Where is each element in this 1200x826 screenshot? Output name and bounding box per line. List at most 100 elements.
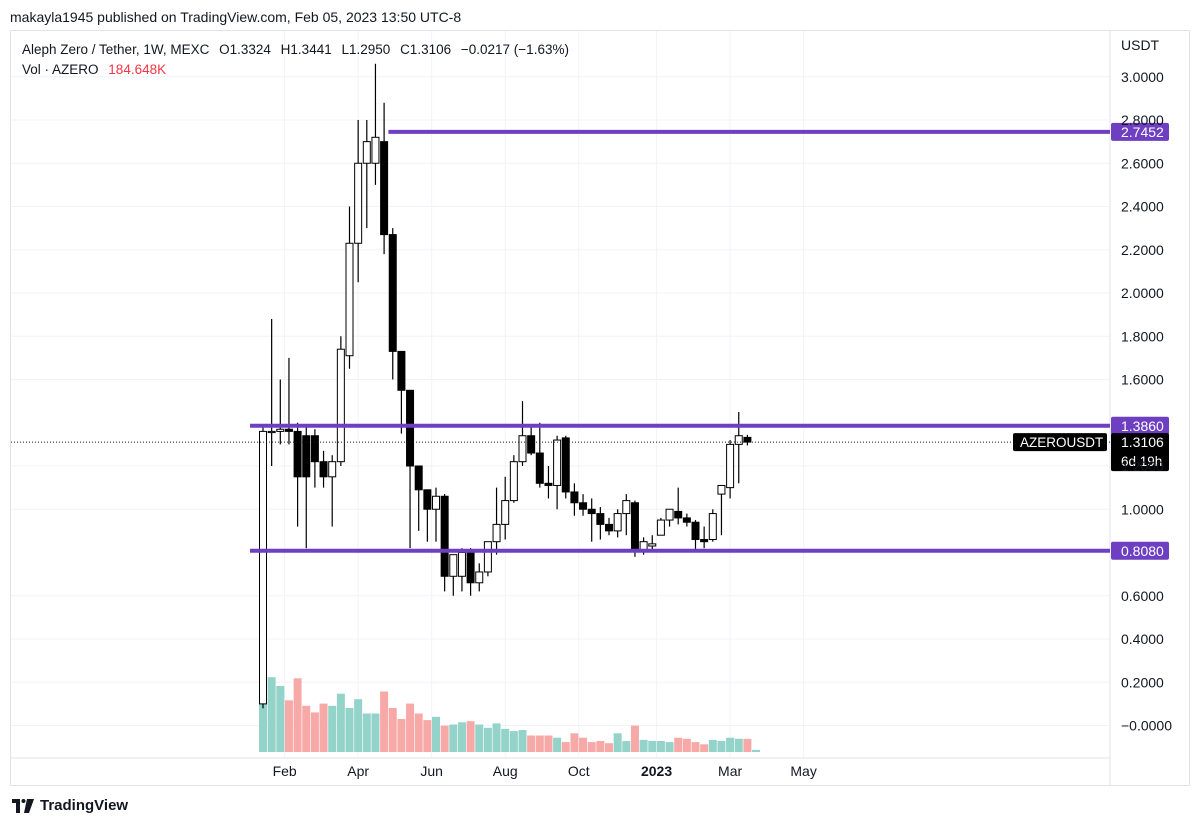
volume-bar xyxy=(328,705,337,752)
volume-bar xyxy=(371,713,380,752)
volume-bar xyxy=(527,735,536,752)
volume-bar xyxy=(561,742,570,752)
volume-bar xyxy=(535,735,544,752)
chart-legend: Aleph Zero / Tether, 1W, MEXC O1.3324 H1… xyxy=(22,40,575,80)
volume-bar xyxy=(605,743,613,752)
volume-bar xyxy=(717,741,726,752)
candle-body xyxy=(518,435,527,463)
last-price-label: 1.3106 xyxy=(1121,434,1164,450)
candle-body xyxy=(501,500,510,525)
candle-body xyxy=(682,517,691,523)
grid-lines xyxy=(11,31,1111,785)
price-axis-title: USDT xyxy=(1121,37,1160,53)
candle-body xyxy=(354,162,363,244)
price-tick-label: 1.2000 xyxy=(1121,458,1164,474)
volume-bar xyxy=(700,744,709,752)
volume-bar xyxy=(656,741,665,752)
volume-bar xyxy=(708,739,717,752)
candle-body xyxy=(483,541,492,573)
legend-low: L1.2950 xyxy=(341,42,391,57)
candle-body xyxy=(328,461,337,478)
candle-body xyxy=(691,521,700,541)
volume-bar xyxy=(336,693,345,752)
volume-bar xyxy=(587,742,596,752)
candle-body xyxy=(587,508,596,515)
legend-symbol: Aleph Zero / Tether, 1W, MEXC xyxy=(22,42,210,57)
price-tick-label: 1.6000 xyxy=(1121,372,1164,388)
candle-body xyxy=(388,234,397,352)
candle-body xyxy=(648,543,657,547)
symbol-tag: AZEROUSDT xyxy=(1020,435,1103,450)
time-tick-label: May xyxy=(790,763,816,779)
legend-volume-label: Vol · AZERO xyxy=(22,62,99,77)
candle-body xyxy=(319,461,328,478)
candle-body xyxy=(336,348,345,463)
volume-bar xyxy=(518,730,527,752)
volume-bar xyxy=(457,722,466,752)
volume-bar xyxy=(388,708,397,752)
volume-bar xyxy=(440,725,449,752)
candle-body xyxy=(622,500,631,515)
volume-bar xyxy=(414,713,423,752)
level-label-box xyxy=(1111,416,1169,435)
volume-bar xyxy=(639,739,648,752)
time-tick-label: Jun xyxy=(420,763,443,779)
volume-bar xyxy=(691,742,700,752)
price-tick-label: 2.0000 xyxy=(1121,285,1164,301)
volume-bar xyxy=(726,737,735,752)
volume-bar xyxy=(509,731,518,752)
chart-frame xyxy=(10,30,1190,786)
volume-bar xyxy=(276,686,285,752)
volume-bar xyxy=(293,678,302,752)
level-label-box xyxy=(1111,541,1169,560)
candle-body xyxy=(449,554,458,577)
volume-bar xyxy=(449,724,458,752)
price-tick-label: 3.0000 xyxy=(1121,69,1164,85)
candle-body xyxy=(656,519,665,536)
candle-body xyxy=(380,141,389,236)
candle-body xyxy=(674,510,683,519)
candle-body xyxy=(717,484,726,495)
volume-bar xyxy=(466,721,475,752)
time-tick-label: Feb xyxy=(273,763,297,779)
candle-body xyxy=(302,435,311,478)
volume-bar xyxy=(674,737,683,752)
footer-brand[interactable]: TradingView xyxy=(12,797,128,814)
time-tick-label: 2023 xyxy=(641,763,672,779)
volume-bar xyxy=(544,735,553,752)
candle-body xyxy=(293,430,302,478)
volume-bar xyxy=(380,691,389,752)
level-label: 1.3860 xyxy=(1121,418,1164,434)
time-axis: Feb Apr Jun Aug Oct 2023 Mar May xyxy=(273,763,817,779)
candle-body xyxy=(259,430,267,705)
level-lines: 2.7452 1.3860 0.8080 AZEROUSDT 1.3106 6d 19h xyxy=(11,122,1169,560)
candle-body xyxy=(457,552,466,577)
volume-bar xyxy=(406,703,415,752)
time-tick-label: Oct xyxy=(568,763,590,779)
candle-body xyxy=(440,495,449,577)
volume-bar xyxy=(310,712,319,752)
candle-body xyxy=(596,513,605,525)
level-label: 0.8080 xyxy=(1121,543,1164,559)
level-label-box xyxy=(1111,122,1169,141)
volume-bar xyxy=(682,738,691,752)
price-tick-label: 2.6000 xyxy=(1121,155,1164,171)
candle-body xyxy=(613,513,622,532)
countdown-label: 6d 19h xyxy=(1121,454,1162,469)
candle-body xyxy=(509,461,518,502)
candle-body xyxy=(561,437,570,493)
tradingview-logo-icon xyxy=(12,798,34,813)
price-tick-label: 1.0000 xyxy=(1121,501,1164,517)
price-tick-label: 2.4000 xyxy=(1121,199,1164,215)
volume-bar xyxy=(397,719,406,752)
legend-high: H1.3441 xyxy=(280,42,332,57)
footer-brand-label: TradingView xyxy=(40,797,129,814)
price-tick-label: 0.2000 xyxy=(1121,674,1164,690)
candle-body xyxy=(345,242,354,357)
volume-bars xyxy=(259,677,761,752)
price-tick-label: 0.6000 xyxy=(1121,588,1164,604)
volume-bar xyxy=(648,741,657,752)
price-tick-label: 2.8000 xyxy=(1121,112,1164,128)
volume-bar xyxy=(596,741,605,752)
